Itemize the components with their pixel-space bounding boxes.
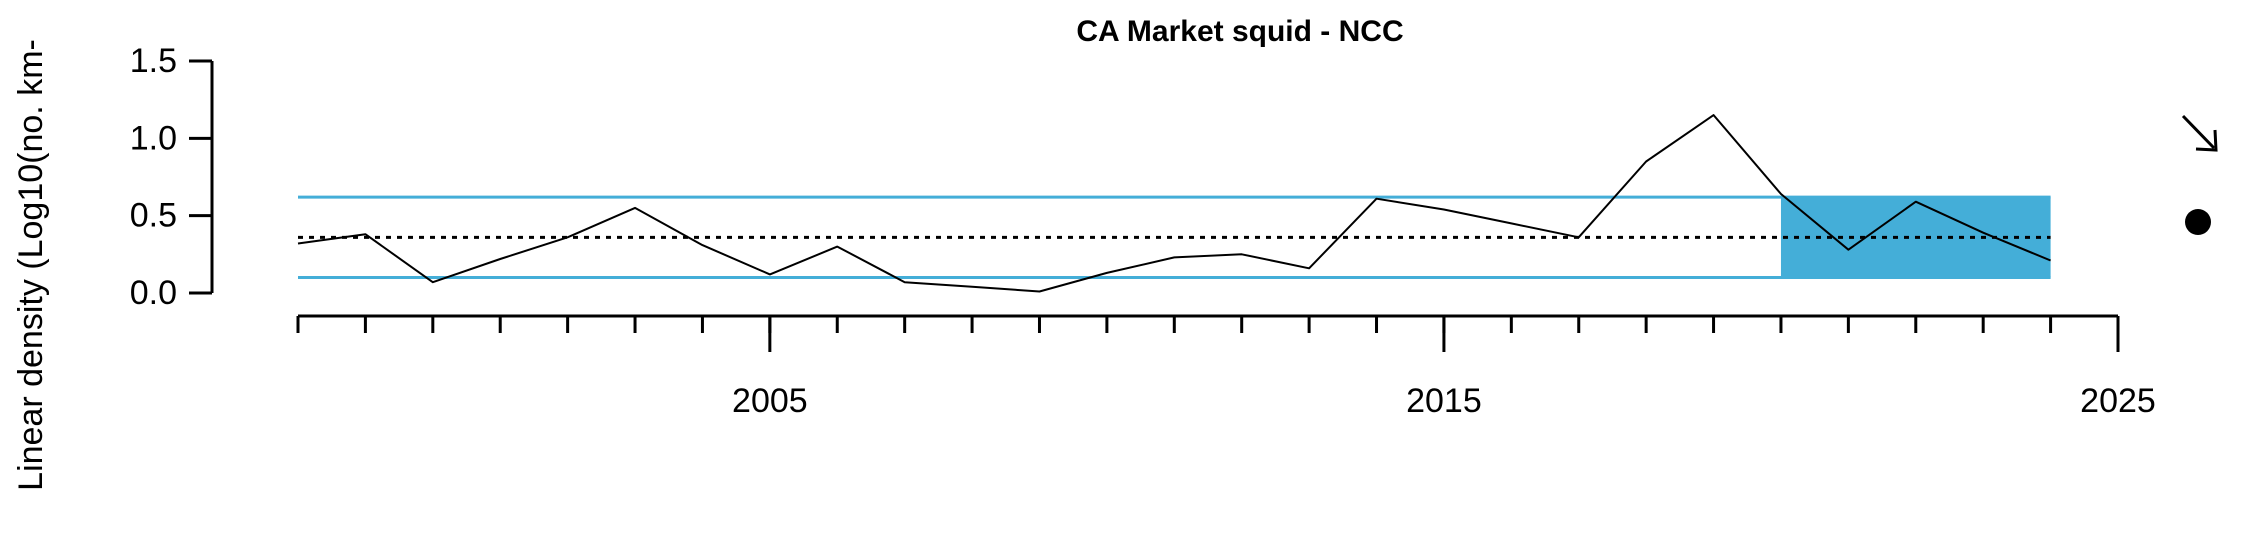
y-axis-label: Linear density (Log10(no. km- bbox=[12, 39, 50, 491]
trend-arrowhead-icon bbox=[2195, 129, 2218, 152]
series-line bbox=[297, 114, 2051, 293]
y-tick-label: 0.5 bbox=[130, 197, 177, 235]
x-tick-label: 2005 bbox=[732, 382, 808, 420]
mean-status-dot-icon bbox=[2185, 209, 2211, 235]
plot-area: 0.0 0.5 1.0 1.5 2005 2015 2025 bbox=[130, 42, 2218, 420]
x-tick-label: 2025 bbox=[2080, 382, 2156, 420]
x-tick-label: 2015 bbox=[1406, 382, 1482, 420]
y-tick-label: 1.0 bbox=[130, 119, 177, 157]
chart-title: CA Market squid - NCC bbox=[1076, 15, 1403, 48]
y-tick-label: 1.5 bbox=[130, 42, 177, 80]
trend-arrow-icon bbox=[2181, 114, 2216, 150]
y-tick-label: 0.0 bbox=[130, 274, 177, 312]
